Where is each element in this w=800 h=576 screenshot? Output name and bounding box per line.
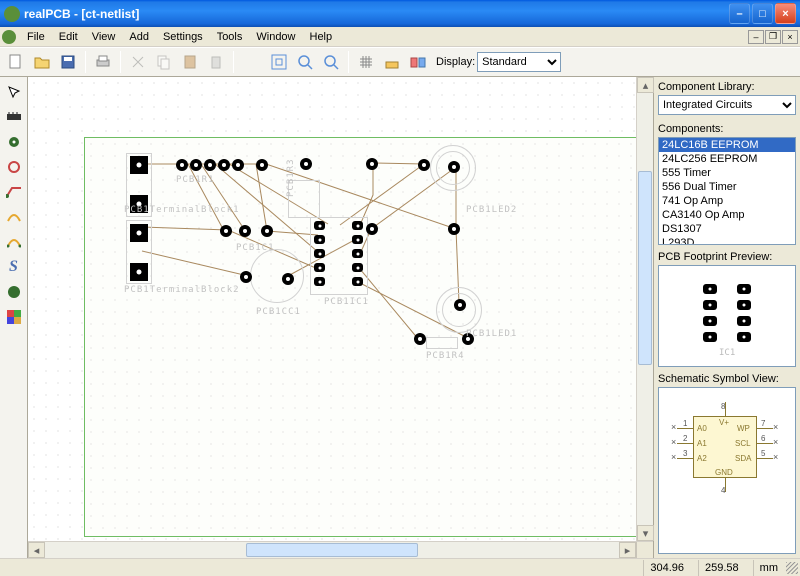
maximize-button[interactable]: □: [752, 3, 773, 24]
label-tb2: PCB1TerminalBlock2: [124, 285, 240, 295]
display-label: Display:: [436, 56, 475, 68]
menu-settings[interactable]: Settings: [156, 29, 210, 45]
component-item[interactable]: DS1307: [659, 222, 795, 236]
menubar: File Edit View Add Settings Tools Window…: [0, 27, 800, 47]
vscrollbar[interactable]: ▴▾: [636, 77, 653, 541]
window-title: realPCB - [ct-netlist]: [24, 7, 729, 21]
cut-button[interactable]: [126, 50, 150, 74]
snap-button[interactable]: [380, 50, 404, 74]
footprint-label: PCB Footprint Preview:: [658, 251, 796, 263]
ic-tool[interactable]: [3, 106, 25, 128]
status-unit: mm: [753, 560, 784, 576]
library-select[interactable]: Integrated Circuits: [658, 95, 796, 115]
open-button[interactable]: [30, 50, 54, 74]
toolbar: Display: Standard: [0, 47, 800, 77]
menu-window[interactable]: Window: [249, 29, 302, 45]
components-list[interactable]: 24LC16B EEPROM24LC256 EEPROM555 Timer556…: [658, 137, 796, 245]
copy-button[interactable]: [152, 50, 176, 74]
label-r1: PCB1R1: [176, 175, 215, 185]
label-r3: PCB1R3: [286, 158, 296, 197]
status-x: 304.96: [643, 560, 690, 576]
zoom-fit-button[interactable]: [267, 50, 291, 74]
grid-button[interactable]: [354, 50, 378, 74]
label-led1: PCB1LED1: [466, 329, 517, 339]
statusbar: 304.96 259.58 mm: [0, 558, 800, 576]
minimize-button[interactable]: –: [729, 3, 750, 24]
delete-button[interactable]: [204, 50, 228, 74]
arc2-tool[interactable]: [3, 231, 25, 253]
menu-tools[interactable]: Tools: [210, 29, 250, 45]
footprint-preview: IC1: [658, 265, 796, 367]
component-item[interactable]: 24LC256 EEPROM: [659, 152, 795, 166]
label-ic1: PCB1IC1: [324, 297, 369, 307]
mdi-close[interactable]: ×: [782, 30, 798, 44]
label-led2: PCB1LED2: [466, 205, 517, 215]
text-tool[interactable]: S: [3, 256, 25, 278]
close-button[interactable]: ×: [775, 3, 796, 24]
doc-icon: [2, 30, 16, 44]
mdi-restore[interactable]: ❐: [765, 30, 781, 44]
menu-edit[interactable]: Edit: [52, 29, 85, 45]
library-label: Component Library:: [658, 81, 796, 93]
display-select[interactable]: Standard: [477, 52, 561, 72]
pcb-canvas[interactable]: PCB1TerminalBlock1 PCB1TerminalBlock2 PC…: [28, 77, 653, 541]
paste-button[interactable]: [178, 50, 202, 74]
app-icon: [4, 6, 20, 22]
components-label: Components:: [658, 123, 796, 135]
track-tool[interactable]: [3, 181, 25, 203]
new-button[interactable]: [4, 50, 28, 74]
schematic-label: Schematic Symbol View:: [658, 373, 796, 385]
component-item[interactable]: 24LC16B EEPROM: [659, 138, 795, 152]
pad-tool[interactable]: [3, 131, 25, 153]
component-item[interactable]: 741 Op Amp: [659, 194, 795, 208]
arc-tool[interactable]: [3, 206, 25, 228]
hscrollbar[interactable]: ◂▸: [28, 541, 653, 558]
menu-add[interactable]: Add: [122, 29, 156, 45]
color-tool[interactable]: [3, 306, 25, 328]
component-item[interactable]: CA3140 Op Amp: [659, 208, 795, 222]
zoom-out-button[interactable]: [319, 50, 343, 74]
component-item[interactable]: 556 Dual Timer: [659, 180, 795, 194]
menu-help[interactable]: Help: [303, 29, 340, 45]
status-y: 259.58: [698, 560, 745, 576]
titlebar: realPCB - [ct-netlist] – □ ×: [0, 0, 800, 27]
print-button[interactable]: [91, 50, 115, 74]
schematic-preview: V+ GND 8 4 ××× 1 2 3 A0 A1 A2 ××× 7 6 5 …: [658, 387, 796, 554]
label-c1: PCB1C1: [236, 243, 275, 253]
menu-view[interactable]: View: [85, 29, 123, 45]
canvas-area: PCB1TerminalBlock1 PCB1TerminalBlock2 PC…: [28, 77, 653, 558]
component-item[interactable]: L293D: [659, 236, 795, 245]
zoom-in-button[interactable]: [293, 50, 317, 74]
tool-palette: S: [0, 77, 28, 558]
mdi-minimize[interactable]: –: [748, 30, 764, 44]
via-tool[interactable]: [3, 156, 25, 178]
component-item[interactable]: 555 Timer: [659, 166, 795, 180]
label-tb1: PCB1TerminalBlock1: [124, 205, 240, 215]
select-tool[interactable]: [3, 81, 25, 103]
label-cc1: PCB1CC1: [256, 307, 301, 317]
right-panel: Component Library: Integrated Circuits C…: [653, 77, 800, 558]
fill-tool[interactable]: [3, 281, 25, 303]
layers-button[interactable]: [406, 50, 430, 74]
save-button[interactable]: [56, 50, 80, 74]
menu-file[interactable]: File: [20, 29, 52, 45]
label-r4: PCB1R4: [426, 351, 465, 361]
